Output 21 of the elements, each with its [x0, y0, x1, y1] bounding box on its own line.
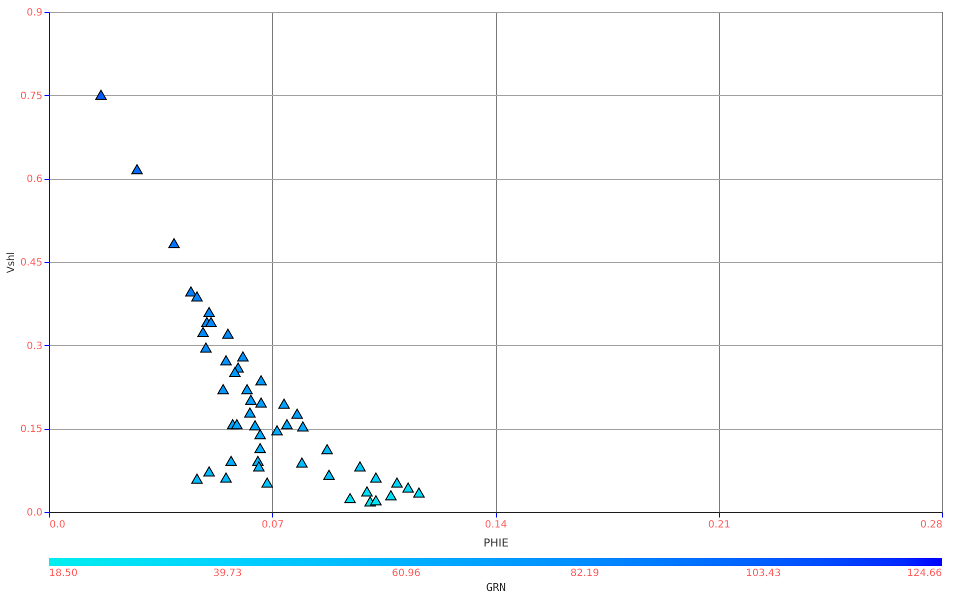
x-axis-title: PHIE: [483, 536, 509, 550]
x-tick-label: 0.07: [262, 520, 284, 530]
y-tick-label: 0.9: [26, 8, 42, 18]
color-bar-label: 39.73: [213, 568, 242, 579]
y-tick-label: 0.3: [26, 340, 42, 352]
y-tick-label: 0.6: [26, 174, 42, 186]
x-tick-label: 0.28: [920, 520, 942, 530]
x-tick-label: 0.0: [50, 520, 66, 530]
color-bar-label: 103.43: [746, 568, 781, 579]
color-bar-label: 60.96: [392, 568, 420, 579]
x-tick-label: 0.21: [708, 520, 730, 530]
y-tick-label: 0.45: [20, 258, 42, 268]
color-bar-label: 82.19: [570, 568, 600, 579]
color-bar-label: 124.66: [907, 568, 942, 579]
y-tick-label: 0.75: [20, 90, 42, 102]
y-tick-label: 0.15: [20, 424, 42, 436]
y-axis-title: Vshl: [6, 252, 18, 274]
color-bar-label: 18.50: [49, 568, 78, 579]
x-tick-label: 0.14: [484, 520, 508, 530]
color-bar-title: GRN: [486, 581, 506, 594]
y-tick-label: 0.0: [26, 508, 42, 518]
